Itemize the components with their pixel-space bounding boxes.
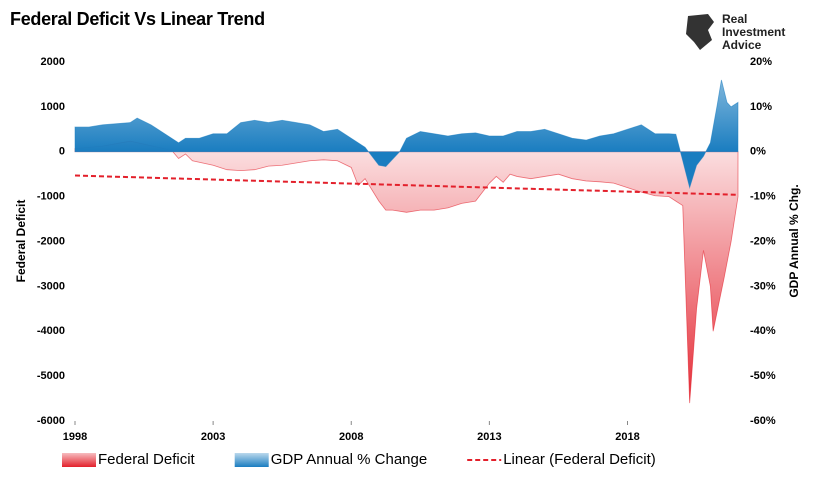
logo: Real Investment Advice	[686, 12, 785, 52]
y-tick-label: -4000	[37, 325, 65, 337]
x-tick-label: 2018	[615, 431, 639, 443]
logo-text: Real	[722, 12, 747, 26]
logo-icon	[686, 14, 714, 50]
y2-tick-label: 10%	[750, 101, 772, 113]
x-tick-label: 2013	[477, 431, 501, 443]
legend-label: GDP Annual % Change	[271, 451, 428, 468]
logo-text: Advice	[722, 38, 762, 52]
y-tick-label: 2000	[41, 56, 65, 68]
legend-swatch	[62, 453, 96, 467]
area	[74, 140, 739, 404]
x-tick-label: 2003	[201, 431, 225, 443]
area	[74, 79, 739, 190]
logo-text: Investment	[722, 25, 785, 39]
legend-label: Federal Deficit	[98, 451, 196, 468]
chart-title: Federal Deficit Vs Linear Trend	[10, 9, 265, 29]
y-tick-label: -3000	[37, 280, 65, 292]
y2-tick-label: -10%	[750, 191, 776, 203]
y-tick-label: -1000	[37, 191, 65, 203]
y-axis-label: Federal Deficit	[14, 200, 28, 283]
y2-tick-label: 20%	[750, 56, 772, 68]
y2-tick-label: -50%	[750, 370, 776, 382]
y2-tick-label: -30%	[750, 280, 776, 292]
y2-tick-label: -20%	[750, 235, 776, 247]
y-tick-label: 0	[59, 146, 65, 158]
y2-axis-label: GDP Annual % Chg.	[787, 184, 801, 297]
y-tick-label: -5000	[37, 370, 65, 382]
y2-tick-label: -60%	[750, 415, 776, 427]
y-tick-label: 1000	[41, 101, 65, 113]
y2-tick-label: -40%	[750, 325, 776, 337]
x-tick-label: 1998	[63, 431, 87, 443]
y-tick-label: -2000	[37, 235, 65, 247]
y-tick-label: -6000	[37, 415, 65, 427]
trend-line	[74, 174, 739, 196]
x-tick-label: 2008	[339, 431, 363, 443]
y2-tick-label: 0%	[750, 146, 766, 158]
legend-label: Linear (Federal Deficit)	[503, 451, 656, 468]
legend-swatch	[234, 453, 269, 467]
